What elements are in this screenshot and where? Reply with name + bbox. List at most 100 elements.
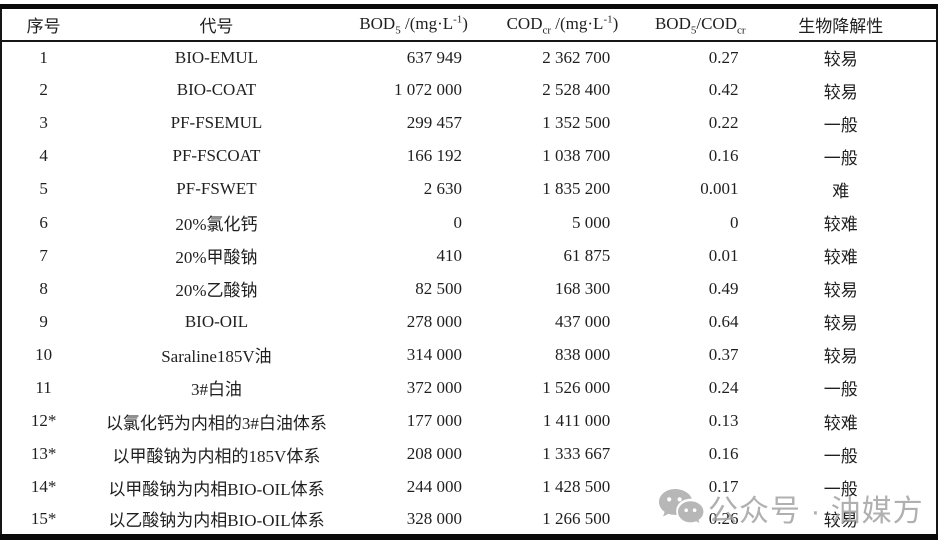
cell-index: 1 (39, 47, 48, 67)
biodegradability-table: 序号 代号 BOD5 /(mg·L-1) CODcr /(mg·L-1) BOD… (0, 4, 938, 540)
cell-bod: 637 949 (406, 47, 462, 67)
cell-cod: 838 000 (555, 344, 611, 364)
cell-index: 11 (35, 377, 52, 397)
table-row: 11 3#白油 372 000 1 526 000 0.24 一般 (1, 371, 937, 404)
table-row: 10 Saraline185V油 314 000 838 000 0.37 较易 (1, 338, 937, 371)
cell-index: 8 (39, 278, 48, 298)
cell-code: 20%乙酸钠 (175, 281, 258, 301)
cell-cod: 1 038 700 (542, 146, 611, 166)
cell-ratio: 0.37 (708, 344, 739, 364)
cell-biodegradability: 较易 (823, 281, 858, 301)
cell-index: 9 (39, 311, 48, 331)
cell-cod: 1 428 500 (542, 477, 611, 497)
table-body: 1 BIO-EMUL 637 949 2 362 700 0.27 较易 2 B… (1, 41, 937, 537)
col-header-index: 序号 (26, 16, 61, 36)
cell-bod: 299 457 (406, 113, 462, 133)
cell-cod: 2 528 400 (542, 80, 611, 100)
cell-code: 以氯化钙为内相的3#白油体系 (105, 413, 327, 433)
cell-code: BIO-EMUL (174, 47, 258, 67)
table-row: 9 BIO-OIL 278 000 437 000 0.64 较易 (1, 305, 937, 338)
cell-cod: 5 000 (572, 212, 611, 232)
cell-index: 10 (35, 344, 53, 364)
cell-ratio: 0.26 (708, 508, 739, 528)
table-row: 13* 以甲酸钠为内相的185V体系 208 000 1 333 667 0.1… (1, 438, 937, 471)
cell-bod: 278 000 (406, 311, 462, 331)
cell-index: 14* (30, 477, 57, 497)
cell-code: 以乙酸钠为内相BIO-OIL体系 (108, 511, 325, 531)
cell-bod: 372 000 (406, 377, 462, 397)
cell-bod: 0 (453, 212, 462, 232)
cell-ratio: 0.13 (708, 411, 739, 431)
cell-cod: 1 835 200 (542, 179, 611, 199)
cell-cod: 1 411 000 (542, 411, 611, 431)
col-header-ratio: BOD5/CODcr (654, 14, 746, 37)
cell-ratio: 0.17 (708, 477, 739, 497)
cell-biodegradability: 难 (832, 181, 850, 201)
cell-biodegradability: 较易 (823, 82, 858, 102)
cell-biodegradability: 较易 (823, 314, 858, 334)
cell-bod: 2 630 (423, 179, 462, 199)
cell-ratio: 0.24 (708, 377, 739, 397)
cell-index: 13* (30, 444, 57, 464)
cell-code: BIO-OIL (184, 311, 249, 331)
cell-bod: 166 192 (406, 146, 462, 166)
cell-cod: 1 352 500 (542, 113, 611, 133)
cell-biodegradability: 一般 (823, 479, 858, 499)
cell-bod: 314 000 (406, 344, 462, 364)
cell-biodegradability: 较难 (823, 248, 858, 268)
cell-code: 以甲酸钠为内相BIO-OIL体系 (108, 479, 325, 499)
cell-ratio: 0.64 (708, 311, 739, 331)
cell-code: 20%甲酸钠 (175, 248, 258, 268)
cell-biodegradability: 较难 (823, 413, 858, 433)
cell-ratio: 0 (730, 212, 739, 232)
table-row: 6 20%氯化钙 0 5 000 0 较难 (1, 206, 937, 239)
cell-ratio: 0.01 (708, 245, 739, 265)
cell-cod: 1 333 667 (542, 444, 611, 464)
cell-code: Saraline185V油 (161, 347, 272, 367)
cell-bod: 208 000 (406, 444, 462, 464)
table-row: 15* 以乙酸钠为内相BIO-OIL体系 328 000 1 266 500 0… (1, 504, 937, 537)
cell-biodegradability: 较难 (823, 215, 858, 235)
cell-biodegradability: 较易 (823, 50, 858, 70)
cell-cod: 168 300 (555, 278, 611, 298)
table-row: 8 20%乙酸钠 82 500 168 300 0.49 较易 (1, 272, 937, 305)
col-header-biodegradability: 生物降解性 (798, 16, 884, 36)
cell-cod: 437 000 (555, 311, 611, 331)
cell-code: PF-FSCOAT (172, 146, 261, 166)
cell-index: 15* (30, 508, 57, 528)
table-row: 2 BIO-COAT 1 072 000 2 528 400 0.42 较易 (1, 74, 937, 107)
cell-cod: 1 266 500 (542, 508, 611, 528)
cell-cod: 1 526 000 (542, 377, 611, 397)
cell-code: BIO-COAT (176, 80, 257, 100)
cell-biodegradability: 一般 (823, 115, 858, 135)
cell-biodegradability: 一般 (823, 446, 858, 466)
table-row: 7 20%甲酸钠 410 61 875 0.01 较难 (1, 239, 937, 272)
cell-index: 3 (39, 113, 48, 133)
cell-code: 以甲酸钠为内相的185V体系 (112, 446, 321, 466)
cell-bod: 328 000 (406, 508, 462, 528)
cell-ratio: 0.49 (708, 278, 739, 298)
cell-index: 12* (30, 411, 57, 431)
cell-biodegradability: 一般 (823, 380, 858, 400)
cell-index: 2 (39, 80, 48, 100)
cell-index: 6 (39, 212, 48, 232)
cell-bod: 177 000 (406, 411, 462, 431)
cell-bod: 244 000 (406, 477, 462, 497)
table-row: 3 PF-FSEMUL 299 457 1 352 500 0.22 一般 (1, 107, 937, 140)
cell-ratio: 0.16 (708, 146, 739, 166)
table-row: 4 PF-FSCOAT 166 192 1 038 700 0.16 一般 (1, 140, 937, 173)
table-row: 12* 以氯化钙为内相的3#白油体系 177 000 1 411 000 0.1… (1, 405, 937, 438)
cell-ratio: 0.16 (708, 444, 739, 464)
header-row: 序号 代号 BOD5 /(mg·L-1) CODcr /(mg·L-1) BOD… (1, 7, 937, 41)
cell-index: 4 (39, 146, 48, 166)
cell-index: 5 (39, 179, 48, 199)
col-header-cod: CODcr /(mg·L-1) (506, 13, 619, 37)
cell-index: 7 (39, 245, 48, 265)
cell-code: 3#白油 (190, 380, 242, 400)
cell-cod: 2 362 700 (542, 47, 611, 67)
col-header-bod: BOD5 /(mg·L-1) (359, 13, 468, 37)
cell-code: PF-FSEMUL (170, 113, 263, 133)
table-row: 5 PF-FSWET 2 630 1 835 200 0.001 难 (1, 173, 937, 206)
col-header-code: 代号 (199, 16, 234, 36)
